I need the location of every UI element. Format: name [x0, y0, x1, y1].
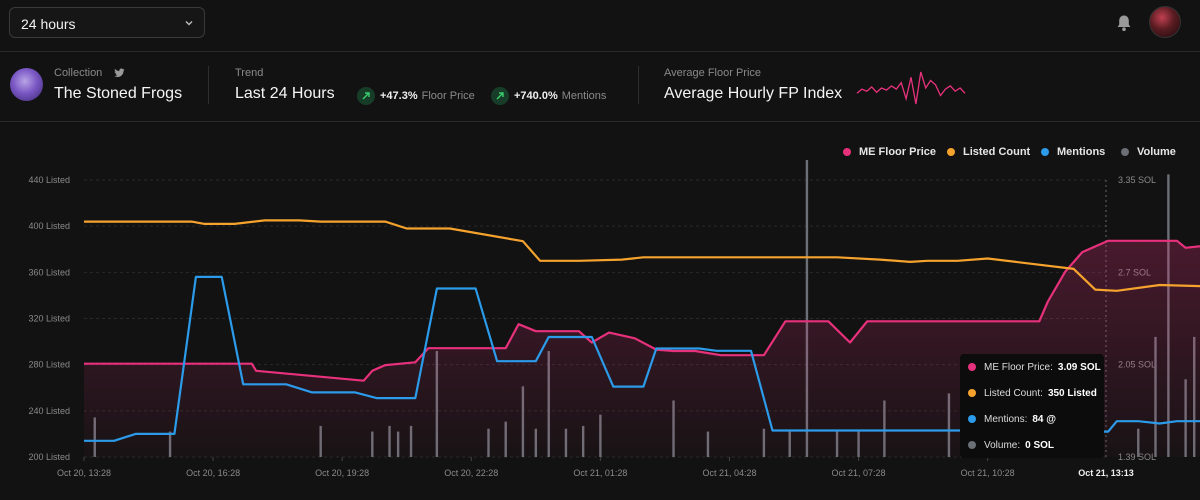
- top-bar: 24 hours: [0, 0, 1200, 52]
- legend-item-volume[interactable]: Volume: [1121, 145, 1176, 159]
- left-axis-tick-label: 320 Listed: [28, 314, 70, 324]
- average-floor-label: Average Floor Price: [664, 67, 762, 79]
- floor-price-area: [84, 240, 1200, 457]
- x-axis-tick-label: Oct 20, 16:28: [186, 468, 240, 478]
- legend-dot: [1041, 148, 1049, 156]
- chart-tooltip: ME Floor Price: 3.09 SOL Listed Count: 3…: [960, 354, 1104, 458]
- x-axis-tick-label: Oct 21, 07:28: [832, 468, 886, 478]
- legend-item-mentions[interactable]: Mentions: [1041, 145, 1105, 159]
- stats-header: Collection The Stoned Frogs Trend Last 2…: [0, 52, 1200, 122]
- time-range-select[interactable]: 24 hours: [9, 7, 205, 38]
- legend-label: Volume: [1137, 146, 1176, 158]
- tooltip-value: 0 SOL: [1025, 439, 1055, 451]
- user-avatar[interactable]: [1149, 6, 1181, 38]
- chevron-down-icon: [185, 21, 193, 26]
- twitter-icon[interactable]: [114, 68, 125, 78]
- left-axis-tick-label: 200 Listed: [28, 452, 70, 462]
- tooltip-dot: [968, 363, 976, 371]
- mentions-trend-label: Mentions: [561, 90, 607, 102]
- main-chart[interactable]: 440 Listed 400 Listed 360 Listed 320 Listed…: [0, 160, 1200, 500]
- tooltip-label: Mentions:: [984, 413, 1028, 425]
- tooltip-row-volume: Volume: 0 SOL: [968, 438, 1054, 452]
- collection-label: Collection: [54, 67, 103, 79]
- x-axis-last-label: Oct 21, 13:13: [1078, 468, 1134, 478]
- listed-count-line: [84, 219, 1200, 292]
- legend-label: Mentions: [1057, 146, 1106, 158]
- tooltip-row-listed-count: Listed Count: 350 Listed: [968, 386, 1097, 400]
- right-axis-tick-label: 3.35 SOL: [1118, 175, 1156, 185]
- collection-avatar: [10, 68, 43, 101]
- x-axis-tick-label: Oct 21, 01:28: [573, 468, 627, 478]
- tooltip-dot: [968, 415, 976, 423]
- volume-bar: [805, 160, 809, 457]
- tooltip-dot: [968, 389, 976, 397]
- divider: [638, 66, 639, 104]
- legend-label: Listed Count: [963, 146, 1031, 158]
- divider: [208, 66, 209, 104]
- floor-price-trend-badge: +47.3% Floor Price: [357, 87, 475, 105]
- floor-price-trend-value: +47.3%: [380, 90, 418, 102]
- tooltip-label: Listed Count:: [984, 387, 1043, 399]
- left-axis-tick-label: 360 Listed: [28, 267, 70, 277]
- collection-name[interactable]: The Stoned Frogs: [54, 85, 183, 102]
- tooltip-value: 84 @: [1032, 413, 1057, 425]
- time-range-value: 24 hours: [21, 16, 76, 32]
- tooltip-label: Volume:: [984, 439, 1021, 451]
- floor-price-trend-label: Floor Price: [421, 90, 475, 102]
- legend-dot: [1121, 148, 1129, 156]
- floor-price-line: [84, 239, 1200, 382]
- legend-dot: [843, 148, 851, 156]
- legend-dot: [947, 148, 955, 156]
- tooltip-label: ME Floor Price:: [984, 361, 1053, 373]
- tooltip-row-mentions: Mentions: 84 @: [968, 412, 1056, 426]
- mentions-trend-value: +740.0%: [514, 90, 558, 102]
- x-axis-tick-label: Oct 20, 13:28: [57, 468, 111, 478]
- legend-item-floor-price[interactable]: ME Floor Price: [843, 145, 936, 159]
- trend-label: Trend: [235, 67, 264, 79]
- tooltip-value: 350 Listed: [1047, 387, 1097, 399]
- left-axis-tick-label: 400 Listed: [28, 221, 70, 231]
- x-axis-tick-label: Oct 21, 10:28: [961, 468, 1015, 478]
- left-axis-tick-label: 440 Listed: [28, 175, 70, 185]
- fp-index-sparkline: [856, 71, 966, 105]
- trend-up-icon: [357, 87, 375, 105]
- sparkline-line: [856, 71, 966, 105]
- mentions-trend-badge: +740.0% Mentions: [491, 87, 606, 105]
- left-axis-tick-label: 280 Listed: [28, 360, 70, 370]
- bell-icon[interactable]: [1116, 14, 1132, 32]
- mentions-line: [84, 275, 1200, 442]
- trend-up-icon: [491, 87, 509, 105]
- tooltip-row-floor-price: ME Floor Price: 3.09 SOL: [968, 360, 1101, 374]
- tooltip-value: 3.09 SOL: [1057, 361, 1101, 373]
- x-axis-tick-label: Oct 20, 19:28: [315, 468, 369, 478]
- average-floor-value: Average Hourly FP Index: [664, 85, 843, 102]
- x-axis-tick-label: Oct 21, 04:28: [702, 468, 756, 478]
- tooltip-dot: [968, 441, 976, 449]
- legend-label: ME Floor Price: [859, 146, 937, 158]
- legend-item-listed-count[interactable]: Listed Count: [947, 145, 1030, 159]
- trend-value: Last 24 Hours: [235, 85, 335, 102]
- left-axis-tick-label: 240 Listed: [28, 406, 70, 416]
- x-axis-tick-label: Oct 20, 22:28: [444, 468, 498, 478]
